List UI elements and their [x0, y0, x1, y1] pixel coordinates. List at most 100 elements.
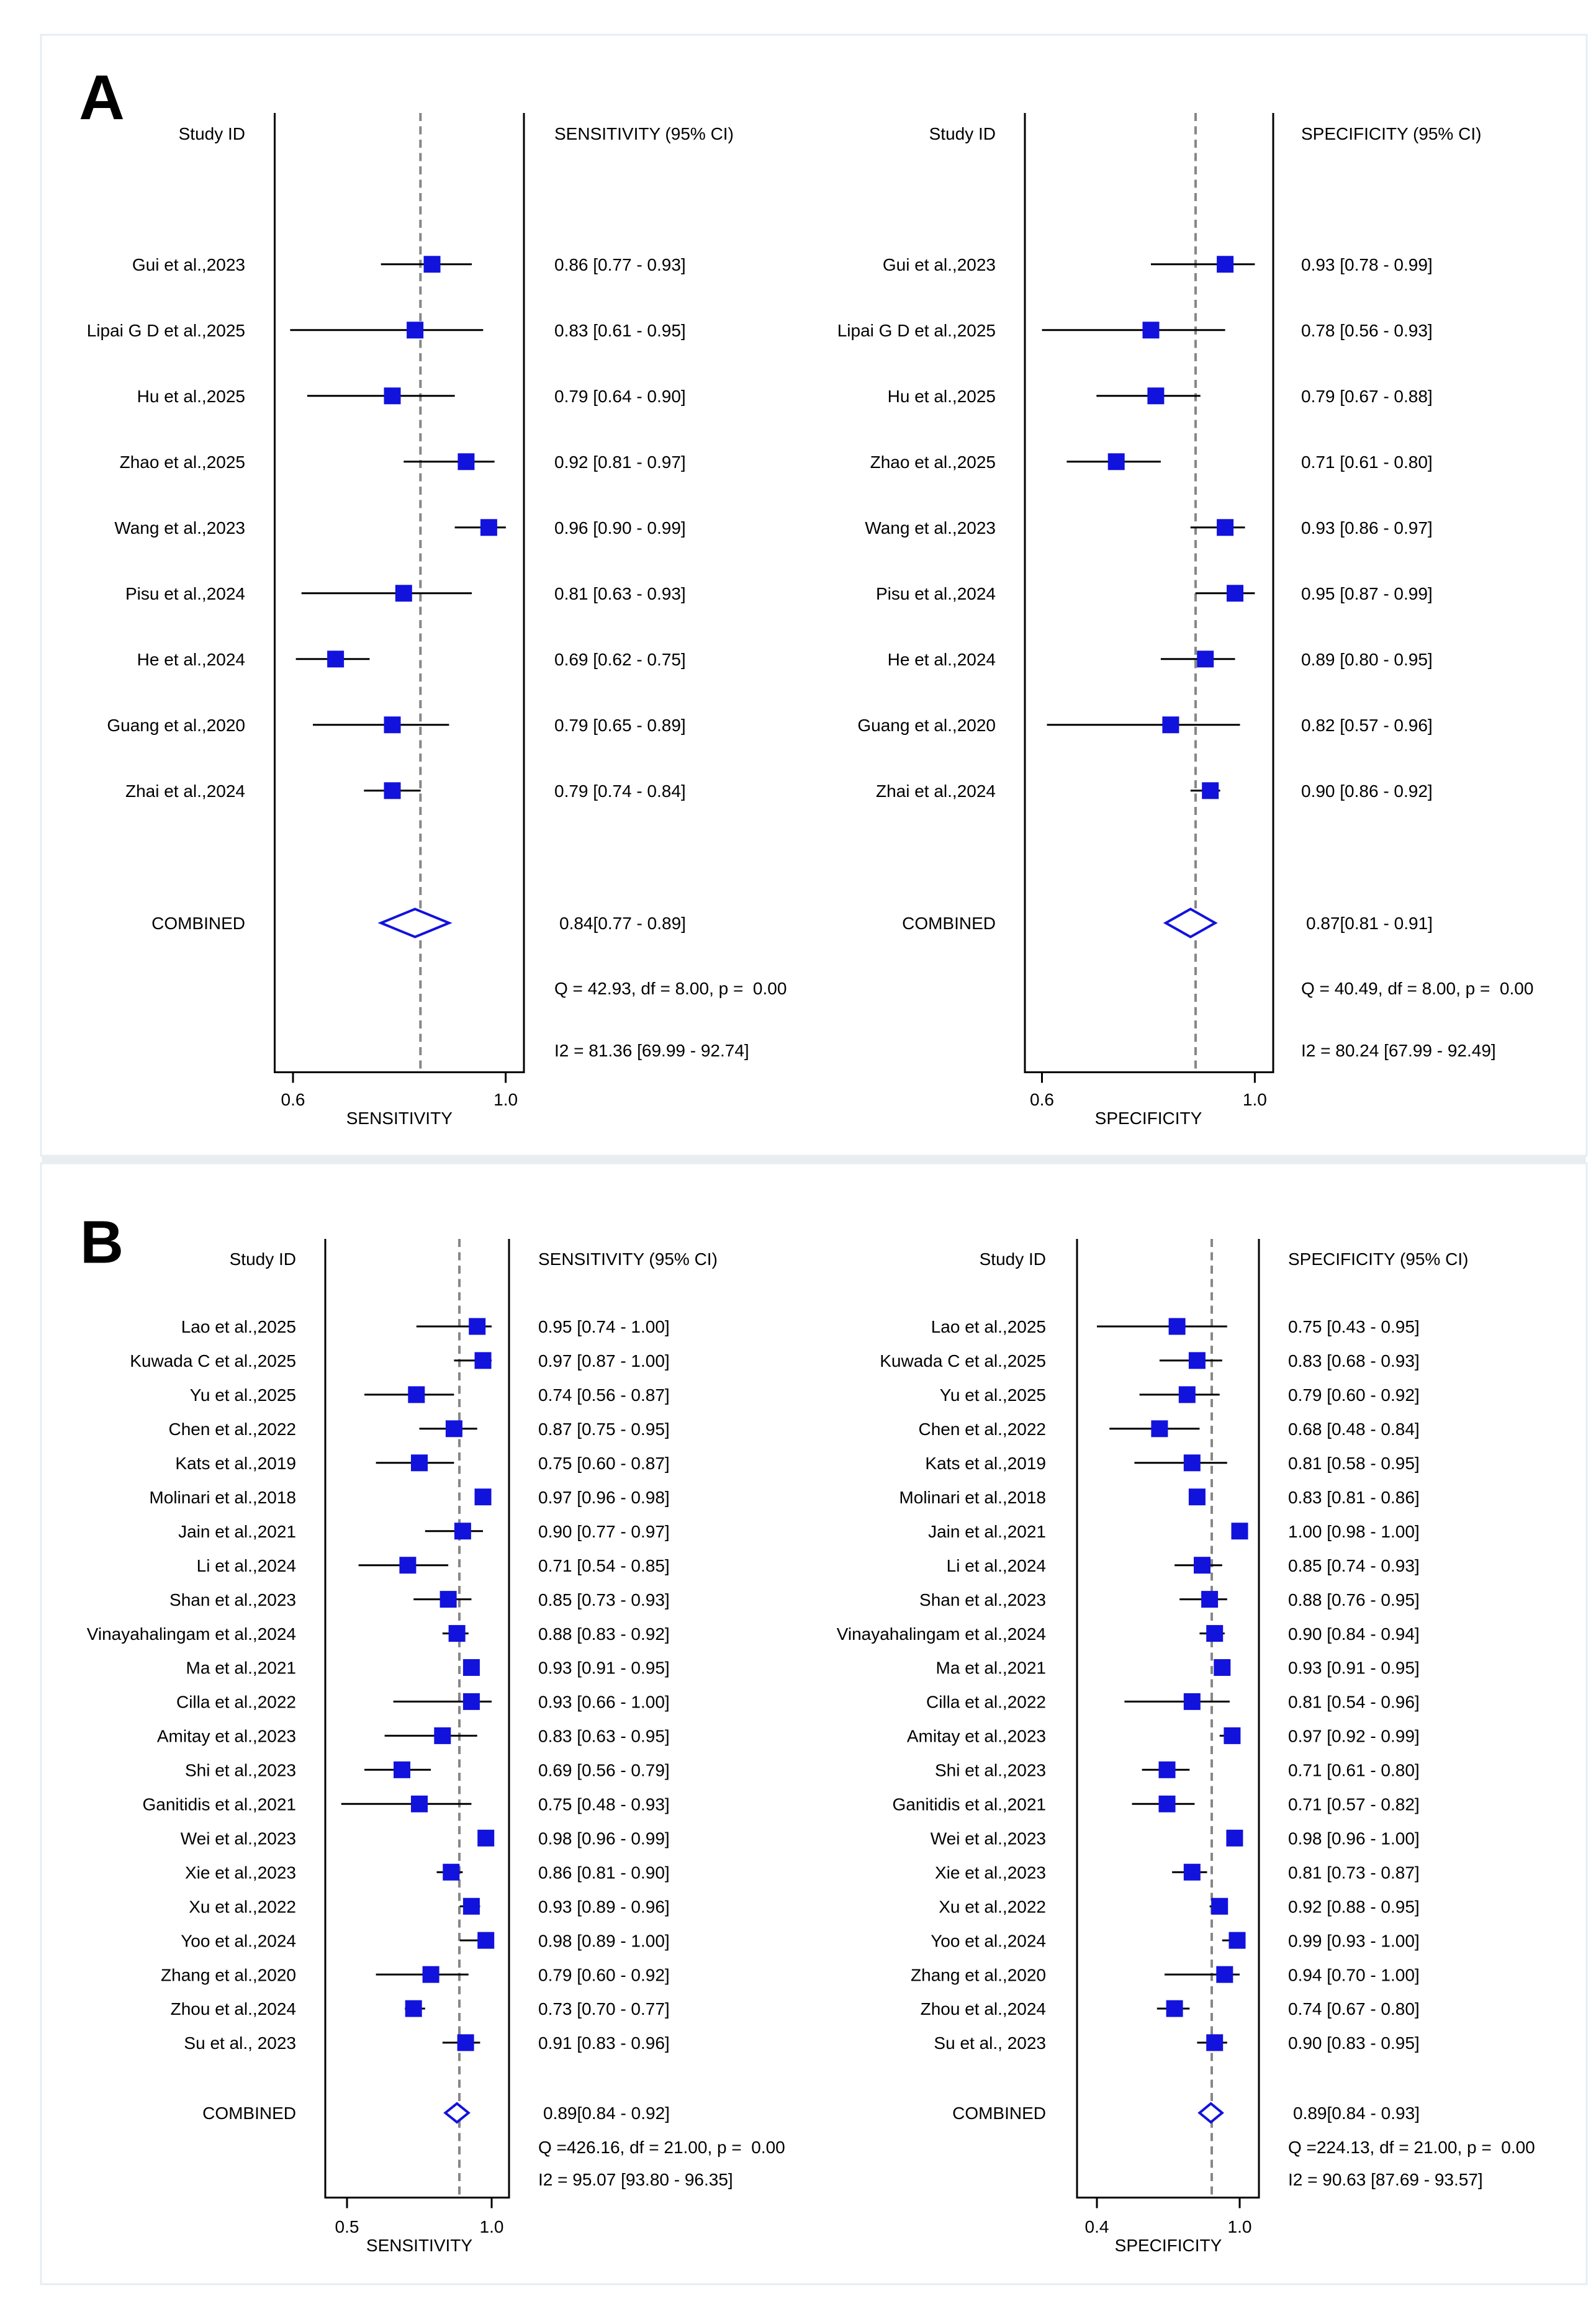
- svg-text:0.83 [0.61 - 0.95]: 0.83 [0.61 - 0.95]: [554, 321, 686, 340]
- svg-text:Molinari et al.,2018: Molinari et al.,2018: [149, 1488, 296, 1507]
- svg-text:Ganitidis et al.,2021: Ganitidis et al.,2021: [143, 1795, 297, 1814]
- svg-text:0.85 [0.74 - 0.93]: 0.85 [0.74 - 0.93]: [1288, 1556, 1420, 1575]
- svg-text:0.79 [0.60 - 0.92]: 0.79 [0.60 - 0.92]: [1288, 1385, 1420, 1405]
- svg-text:0.90 [0.83 - 0.95]: 0.90 [0.83 - 0.95]: [1288, 2033, 1420, 2053]
- svg-text:0.97 [0.92 - 0.99]: 0.97 [0.92 - 0.99]: [1288, 1727, 1420, 1746]
- svg-text:Pisu et al.,2024: Pisu et al.,2024: [125, 584, 245, 603]
- svg-text:0.97 [0.87 - 1.00]: 0.97 [0.87 - 1.00]: [538, 1351, 670, 1371]
- svg-text:Gui et al.,2023: Gui et al.,2023: [883, 255, 996, 274]
- svg-text:Yu et al.,2025: Yu et al.,2025: [940, 1385, 1046, 1405]
- svg-text:Kuwada C et al.,2025: Kuwada C et al.,2025: [130, 1351, 296, 1371]
- svg-text:Lao et al.,2025: Lao et al.,2025: [181, 1317, 296, 1336]
- svg-text:Study ID: Study ID: [230, 1249, 296, 1269]
- svg-text:SPECIFICITY (95% CI): SPECIFICITY (95% CI): [1288, 1249, 1468, 1269]
- svg-text:0.92 [0.81 - 0.97]: 0.92 [0.81 - 0.97]: [554, 452, 686, 472]
- svg-text:0.89[0.84 - 0.92]: 0.89[0.84 - 0.92]: [543, 2104, 670, 2123]
- svg-text:Ma et al.,2021: Ma et al.,2021: [936, 1659, 1046, 1678]
- svg-text:0.68 [0.48 - 0.84]: 0.68 [0.48 - 0.84]: [1288, 1420, 1420, 1439]
- svg-text:COMBINED: COMBINED: [952, 2104, 1046, 2123]
- svg-text:Zhou et al.,2024: Zhou et al.,2024: [921, 1999, 1046, 2019]
- svg-text:Amitay et al.,2023: Amitay et al.,2023: [157, 1727, 296, 1746]
- svg-text:Study ID: Study ID: [929, 124, 996, 143]
- svg-text:0.74 [0.56 - 0.87]: 0.74 [0.56 - 0.87]: [538, 1385, 670, 1405]
- svg-text:0.96 [0.90 - 0.99]: 0.96 [0.90 - 0.99]: [554, 518, 686, 538]
- svg-text:0.87 [0.75 - 0.95]: 0.87 [0.75 - 0.95]: [538, 1420, 670, 1439]
- svg-text:0.6: 0.6: [1030, 1090, 1054, 1109]
- svg-text:0.95 [0.87 - 0.99]: 0.95 [0.87 - 0.99]: [1301, 584, 1433, 603]
- svg-text:Kats et al.,2019: Kats et al.,2019: [175, 1454, 296, 1473]
- svg-text:COMBINED: COMBINED: [151, 914, 245, 933]
- svg-text:Vinayahalingam et al.,2024: Vinayahalingam et al.,2024: [837, 1624, 1046, 1644]
- svg-text:0.69 [0.56 - 0.79]: 0.69 [0.56 - 0.79]: [538, 1761, 670, 1780]
- svg-text:0.98 [0.89 - 1.00]: 0.98 [0.89 - 1.00]: [538, 1931, 670, 1950]
- svg-text:Li et al.,2024: Li et al.,2024: [947, 1556, 1046, 1575]
- svg-text:0.94 [0.70 - 1.00]: 0.94 [0.70 - 1.00]: [1288, 1965, 1420, 1984]
- svg-text:SPECIFICITY: SPECIFICITY: [1095, 1109, 1202, 1128]
- svg-text:Jain et al.,2021: Jain et al.,2021: [178, 1522, 296, 1541]
- svg-text:1.0: 1.0: [1243, 1090, 1267, 1109]
- svg-text:0.86 [0.81 - 0.90]: 0.86 [0.81 - 0.90]: [538, 1863, 670, 1882]
- svg-text:1.0: 1.0: [480, 2217, 504, 2236]
- svg-text:0.99 [0.93 - 1.00]: 0.99 [0.93 - 1.00]: [1288, 1931, 1420, 1950]
- svg-text:Cilla et al.,2022: Cilla et al.,2022: [926, 1693, 1046, 1712]
- svg-text:0.83 [0.81 - 0.86]: 0.83 [0.81 - 0.86]: [1288, 1488, 1420, 1507]
- svg-text:0.86 [0.77 - 0.93]: 0.86 [0.77 - 0.93]: [554, 255, 686, 274]
- svg-text:Zhai et al.,2024: Zhai et al.,2024: [876, 781, 996, 801]
- svg-text:0.71 [0.57 - 0.82]: 0.71 [0.57 - 0.82]: [1288, 1795, 1420, 1814]
- svg-text:Zhang et al.,2020: Zhang et al.,2020: [911, 1965, 1046, 1984]
- svg-text:Shan et al.,2023: Shan et al.,2023: [169, 1590, 296, 1609]
- svg-text:Kuwada C et al.,2025: Kuwada C et al.,2025: [880, 1351, 1046, 1371]
- svg-text:Zhao et al.,2025: Zhao et al.,2025: [870, 452, 996, 472]
- svg-text:0.93 [0.91 - 0.95]: 0.93 [0.91 - 0.95]: [538, 1659, 670, 1678]
- svg-text:Su et al., 2023: Su et al., 2023: [934, 2033, 1046, 2053]
- svg-text:Amitay et al.,2023: Amitay et al.,2023: [907, 1727, 1046, 1746]
- svg-text:0.97 [0.96 - 0.98]: 0.97 [0.96 - 0.98]: [538, 1488, 670, 1507]
- svg-text:Yoo et al.,2024: Yoo et al.,2024: [181, 1931, 296, 1950]
- svg-text:Hu et al.,2025: Hu et al.,2025: [137, 387, 245, 406]
- svg-text:B: B: [80, 1208, 124, 1276]
- svg-text:Kats et al.,2019: Kats et al.,2019: [925, 1454, 1046, 1473]
- svg-text:0.93 [0.91 - 0.95]: 0.93 [0.91 - 0.95]: [1288, 1659, 1420, 1678]
- svg-text:SPECIFICITY (95% CI): SPECIFICITY (95% CI): [1301, 124, 1481, 143]
- svg-text:Ganitidis et al.,2021: Ganitidis et al.,2021: [893, 1795, 1047, 1814]
- svg-text:Wang et al.,2023: Wang et al.,2023: [865, 518, 996, 538]
- svg-text:SENSITIVITY: SENSITIVITY: [366, 2236, 472, 2255]
- svg-text:0.88 [0.76 - 0.95]: 0.88 [0.76 - 0.95]: [1288, 1590, 1420, 1609]
- svg-text:Cilla et al.,2022: Cilla et al.,2022: [176, 1693, 296, 1712]
- svg-text:0.89 [0.80 - 0.95]: 0.89 [0.80 - 0.95]: [1301, 650, 1433, 669]
- svg-text:0.81 [0.54 - 0.96]: 0.81 [0.54 - 0.96]: [1288, 1693, 1420, 1712]
- svg-text:Shan et al.,2023: Shan et al.,2023: [919, 1590, 1046, 1609]
- svg-text:0.81 [0.63 - 0.93]: 0.81 [0.63 - 0.93]: [554, 584, 686, 603]
- svg-text:Ma et al.,2021: Ma et al.,2021: [186, 1659, 296, 1678]
- svg-text:SENSITIVITY (95% CI): SENSITIVITY (95% CI): [538, 1249, 718, 1269]
- svg-text:0.88 [0.83 - 0.92]: 0.88 [0.83 - 0.92]: [538, 1624, 670, 1644]
- svg-text:Wang et al.,2023: Wang et al.,2023: [114, 518, 245, 538]
- svg-text:Xu et al.,2022: Xu et al.,2022: [939, 1897, 1046, 1916]
- svg-text:0.87[0.81 - 0.91]: 0.87[0.81 - 0.91]: [1306, 914, 1433, 933]
- svg-text:0.79 [0.64 - 0.90]: 0.79 [0.64 - 0.90]: [554, 387, 686, 406]
- svg-text:Su et al., 2023: Su et al., 2023: [184, 2033, 296, 2053]
- svg-text:I2 = 95.07 [93.80 - 96.35]: I2 = 95.07 [93.80 - 96.35]: [538, 2170, 733, 2189]
- svg-text:Guang et al.,2020: Guang et al.,2020: [107, 716, 245, 735]
- svg-text:0.75 [0.43 - 0.95]: 0.75 [0.43 - 0.95]: [1288, 1317, 1420, 1336]
- svg-text:Wei et al.,2023: Wei et al.,2023: [181, 1829, 296, 1848]
- svg-text:0.75 [0.60 - 0.87]: 0.75 [0.60 - 0.87]: [538, 1454, 670, 1473]
- svg-text:I2 = 90.63 [87.69 - 93.57]: I2 = 90.63 [87.69 - 93.57]: [1288, 2170, 1483, 2189]
- svg-text:0.84[0.77 - 0.89]: 0.84[0.77 - 0.89]: [559, 914, 686, 933]
- svg-text:0.81 [0.73 - 0.87]: 0.81 [0.73 - 0.87]: [1288, 1863, 1420, 1882]
- svg-text:0.93 [0.86 - 0.97]: 0.93 [0.86 - 0.97]: [1301, 518, 1433, 538]
- svg-text:0.85 [0.73 - 0.93]: 0.85 [0.73 - 0.93]: [538, 1590, 670, 1609]
- svg-text:Molinari et al.,2018: Molinari et al.,2018: [899, 1488, 1046, 1507]
- svg-text:SPECIFICITY: SPECIFICITY: [1115, 2236, 1222, 2255]
- svg-text:0.98 [0.96 - 1.00]: 0.98 [0.96 - 1.00]: [1288, 1829, 1420, 1848]
- svg-text:0.83 [0.68 - 0.93]: 0.83 [0.68 - 0.93]: [1288, 1351, 1420, 1371]
- svg-text:COMBINED: COMBINED: [902, 914, 996, 933]
- svg-text:0.81 [0.58 - 0.95]: 0.81 [0.58 - 0.95]: [1288, 1454, 1420, 1473]
- svg-text:0.83 [0.63 - 0.95]: 0.83 [0.63 - 0.95]: [538, 1727, 670, 1746]
- svg-text:Wei et al.,2023: Wei et al.,2023: [931, 1829, 1046, 1848]
- svg-text:Hu et al.,2025: Hu et al.,2025: [888, 387, 996, 406]
- svg-text:0.91 [0.83 - 0.96]: 0.91 [0.83 - 0.96]: [538, 2033, 670, 2053]
- svg-text:1.0: 1.0: [494, 1090, 518, 1109]
- svg-text:I2 = 81.36 [69.99 - 92.74]: I2 = 81.36 [69.99 - 92.74]: [554, 1041, 749, 1060]
- svg-text:0.92 [0.88 - 0.95]: 0.92 [0.88 - 0.95]: [1288, 1897, 1420, 1916]
